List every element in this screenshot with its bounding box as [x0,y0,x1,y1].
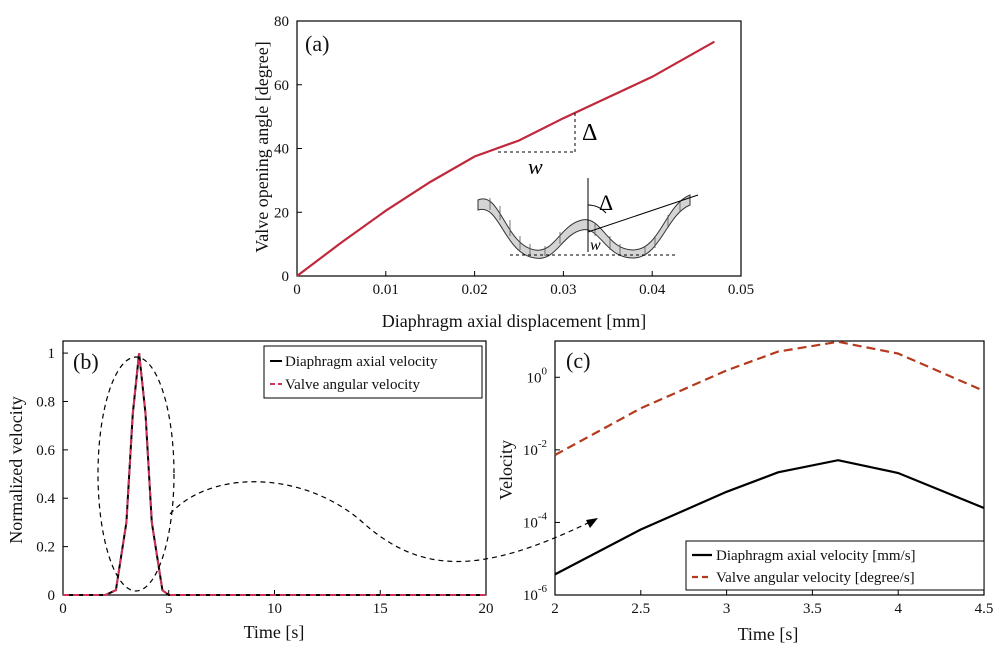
y-tick-label: 40 [274,142,289,158]
diaphragm-tilt-line [587,194,699,233]
slope-delta-label: Δ [582,120,597,146]
panel-c-tag: (c) [566,348,590,373]
diaphragm-angle-arc [587,204,607,214]
slope-annotation: Δ w [498,110,597,179]
panel-b-legend: Diaphragm axial velocity Valve angular v… [263,345,483,399]
panel-a-xlabel: Diaphragm axial displacement [mm] [382,311,646,331]
panel-b-tag: (b) [73,349,99,374]
panel-b-xlabel: Time [s] [244,622,305,642]
panel-c-xlabel: Time [s] [738,624,799,644]
x-tick-label: 3.5 [803,601,822,617]
legend-angular-label: Valve angular velocity [285,377,420,393]
x-tick-label: 4 [894,601,902,617]
panel-b: (b) 0 5 10 15 20 0 0.2 0.4 0.6 0.8 1 Time [s] Norm… [6,340,598,642]
panel-c-legend-box [685,540,985,591]
panel-a: (a) 0 0.01 0.02 0.03 0.04 0.05 0 20 40 60 80 Diaph… [252,14,754,331]
legend-c-angular-label: Valve angular velocity [degree/s] [716,570,915,586]
x-tick-label: 10 [267,601,282,617]
y-tick-label: 0.4 [36,491,55,507]
x-tick-label: 3 [723,601,731,617]
y-tick-label: 10-4 [523,510,548,531]
x-tick-label: 5 [165,601,173,617]
diaphragm-delta-label: Δ [599,190,613,215]
y-tick-label: 0.8 [36,394,55,410]
x-tick-label: 20 [479,601,494,617]
slope-w-label: w [528,154,543,179]
panel-a-ticks: 0 0.01 0.02 0.03 0.04 0.05 0 20 40 60 80 [274,14,754,298]
panel-c-legend: Diaphragm axial velocity [mm/s] Valve an… [685,540,985,591]
zoom-arrow-curve [169,481,591,563]
x-tick-label: 0 [59,601,67,617]
diaphragm-strip [477,194,691,259]
panel-c-axial-velocity-line [554,459,985,576]
x-tick-label: 0.03 [550,282,576,298]
y-tick-label: 0.6 [36,443,55,459]
panel-c-ylabel: Velocity [496,440,516,500]
panel-a-angle-line [296,40,715,277]
panel-b-ylabel: Normalized velocity [6,396,26,543]
y-tick-label: 0.2 [36,540,55,556]
y-tick-label: 80 [274,14,289,30]
panel-a-ylabel: Valve opening angle [degree] [252,41,272,252]
legend-axial-label: Diaphragm axial velocity [285,354,438,370]
diaphragm-w-label: w [590,237,601,254]
panel-b-angular-velocity-line [63,352,486,596]
y-tick-label: 10-6 [523,583,548,604]
y-tick-label: 0 [48,588,56,604]
panel-a-axes [296,20,742,277]
x-tick-label: 0.02 [461,282,487,298]
panel-c-axes [554,340,985,596]
panel-b-legend-box [263,345,483,399]
x-tick-label: 0 [293,282,301,298]
panel-c-ticks: 2 2.5 3 3.5 4 4.5 10-6 10-4 10-2 100 [523,365,994,617]
y-tick-label: 1 [48,346,56,362]
legend-c-axial-label: Diaphragm axial velocity [mm/s] [716,548,916,564]
x-tick-label: 2.5 [631,601,650,617]
panel-c: (c) 2 2.5 3 3.5 4 4.5 10-6 10-4 10-2 100 Time [s]… [496,340,994,644]
x-tick-label: 0.01 [373,282,399,298]
y-tick-label: 100 [527,365,548,386]
x-tick-label: 0.04 [639,282,666,298]
y-tick-label: 0 [282,269,290,285]
y-tick-label: 20 [274,205,289,221]
y-tick-label: 10-2 [523,438,547,459]
x-tick-label: 4.5 [975,601,994,617]
zoom-ellipse [97,356,175,592]
x-tick-label: 2 [551,601,559,617]
panel-a-tag: (a) [305,31,329,56]
diaphragm-schematic: Δ w [477,178,699,259]
y-tick-label: 60 [274,78,289,94]
x-tick-label: 15 [373,601,388,617]
x-tick-label: 0.05 [728,282,754,298]
zoom-arrow-head [586,518,598,528]
panel-c-angular-velocity-line [554,340,985,456]
panel-b-ticks: 0 5 10 15 20 0 0.2 0.4 0.6 0.8 1 [36,346,493,617]
